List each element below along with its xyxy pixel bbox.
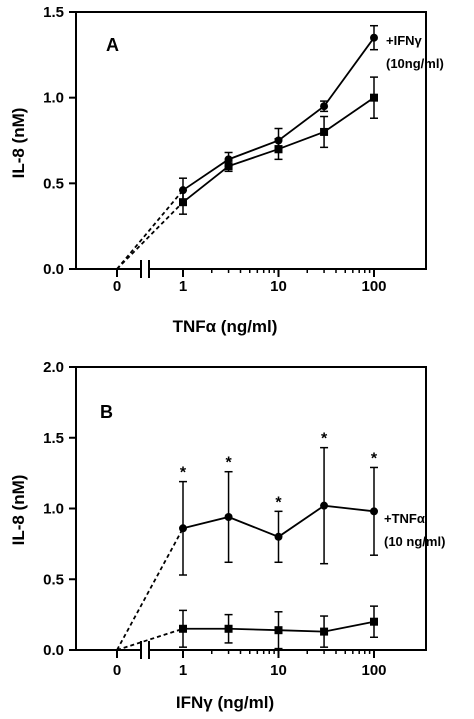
data-point bbox=[179, 198, 187, 207]
significance-star: * bbox=[371, 450, 378, 467]
data-point bbox=[274, 626, 283, 635]
significance-star: * bbox=[225, 455, 232, 472]
y-axis-title: IL-8 (nM) bbox=[9, 475, 28, 546]
series-dashed-segment bbox=[116, 627, 184, 651]
panel-b-chart: 0.0 0.5 1.0 1.5 2.0 0 1 10 100 IL-8 (nM) IFNγ (ng/… bbox=[9, 359, 445, 712]
y-tick-label: 1.5 bbox=[43, 4, 64, 21]
data-point bbox=[370, 93, 378, 102]
x-tick-label: 100 bbox=[361, 662, 386, 679]
axis-break-gap bbox=[141, 648, 149, 653]
significance-star: * bbox=[321, 431, 328, 448]
data-point bbox=[179, 624, 187, 633]
series-annotation: +TNFα bbox=[384, 511, 425, 526]
data-point bbox=[224, 162, 233, 171]
x-tick-label: 100 bbox=[361, 278, 386, 295]
series-annotation: (10ng/ml) bbox=[386, 56, 444, 71]
data-point bbox=[224, 512, 233, 521]
series-dashed-segment bbox=[116, 527, 184, 651]
series-circle: * * * * * bbox=[116, 431, 378, 651]
data-point bbox=[320, 627, 329, 636]
axis-break-gap bbox=[141, 267, 149, 272]
x-axis-title: IFNγ (ng/ml) bbox=[176, 693, 274, 712]
series-annotation: (10 ng/ml) bbox=[384, 534, 445, 549]
series-dashed-segment bbox=[116, 201, 184, 270]
series-square bbox=[116, 76, 378, 270]
panel-a-chart: 0.0 0.5 1.0 1.5 0 1 10 100 IL-8 (nM) TNFα (ng/ml)… bbox=[9, 4, 444, 336]
data-point bbox=[370, 33, 378, 42]
series-square bbox=[116, 605, 378, 651]
data-point bbox=[320, 501, 329, 510]
y-tick-label: 2.0 bbox=[43, 359, 64, 376]
plot-frame bbox=[75, 11, 427, 270]
panel-letter: B bbox=[100, 402, 113, 422]
y-tick-label: 0.0 bbox=[43, 642, 64, 659]
series-line bbox=[182, 37, 375, 191]
x-tick-label: 1 bbox=[179, 662, 187, 679]
data-point bbox=[274, 145, 283, 154]
y-tick-label: 1.0 bbox=[43, 90, 64, 107]
x-tick-label: 0 bbox=[113, 278, 121, 295]
series-annotation: +IFNγ bbox=[386, 33, 423, 48]
data-point bbox=[370, 617, 378, 626]
data-point bbox=[224, 624, 233, 633]
data-point bbox=[320, 102, 329, 111]
y-tick-label: 1.0 bbox=[43, 501, 64, 518]
data-point bbox=[370, 507, 378, 516]
significance-star: * bbox=[180, 465, 187, 482]
series-dashed-segment bbox=[116, 189, 184, 270]
x-tick-label: 0 bbox=[113, 662, 121, 679]
x-tick-label: 10 bbox=[270, 278, 287, 295]
x-axis-title: TNFα (ng/ml) bbox=[173, 317, 278, 336]
y-tick-label: 1.5 bbox=[43, 430, 64, 447]
panel-letter: A bbox=[106, 35, 119, 55]
y-tick-label: 0.5 bbox=[43, 175, 64, 192]
x-tick-label: 1 bbox=[179, 278, 187, 295]
x-tick-label: 10 bbox=[270, 662, 287, 679]
y-tick-label: 0.5 bbox=[43, 571, 64, 588]
data-point bbox=[274, 532, 283, 541]
data-point bbox=[179, 524, 187, 533]
y-tick-label: 0.0 bbox=[43, 261, 64, 278]
series-circle bbox=[116, 24, 378, 270]
data-point bbox=[320, 127, 329, 136]
significance-star: * bbox=[275, 494, 282, 511]
y-axis-title: IL-8 (nM) bbox=[9, 108, 28, 179]
